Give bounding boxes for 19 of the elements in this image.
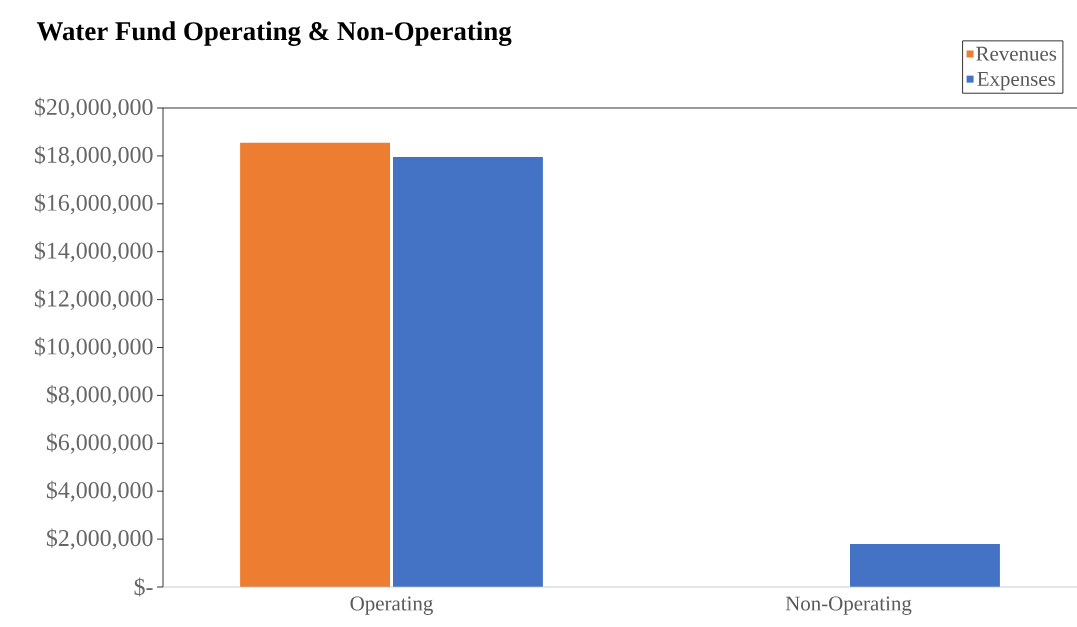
y-tick-label: $16,000,000 [34, 193, 153, 215]
y-tick-label: $6,000,000 [46, 432, 153, 454]
y-tick-label: $10,000,000 [34, 337, 153, 358]
y-tick-label: $18,000,000 [34, 145, 153, 167]
y-tick-label: $8,000,000 [46, 384, 153, 406]
y-tick-label: $2,000,000 [46, 528, 153, 550]
bar [240, 142, 390, 587]
chart-title: Water Fund Operating & Non-Operating [36, 21, 512, 46]
y-tick-label: $20,000,000 [34, 97, 153, 119]
y-tick-label: $12,000,000 [34, 289, 153, 311]
y-tick-label: $14,000,000 [34, 241, 153, 263]
bar [850, 543, 1000, 587]
legend-label: Revenues [976, 46, 1057, 61]
legend-label: Expenses [977, 72, 1055, 91]
bar [393, 157, 543, 587]
x-tick-label: Non-Operating [785, 596, 912, 615]
y-tick-label: $- [134, 577, 153, 597]
y-tick-label: $4,000,000 [46, 480, 153, 502]
x-tick-label: Operating [350, 596, 433, 615]
